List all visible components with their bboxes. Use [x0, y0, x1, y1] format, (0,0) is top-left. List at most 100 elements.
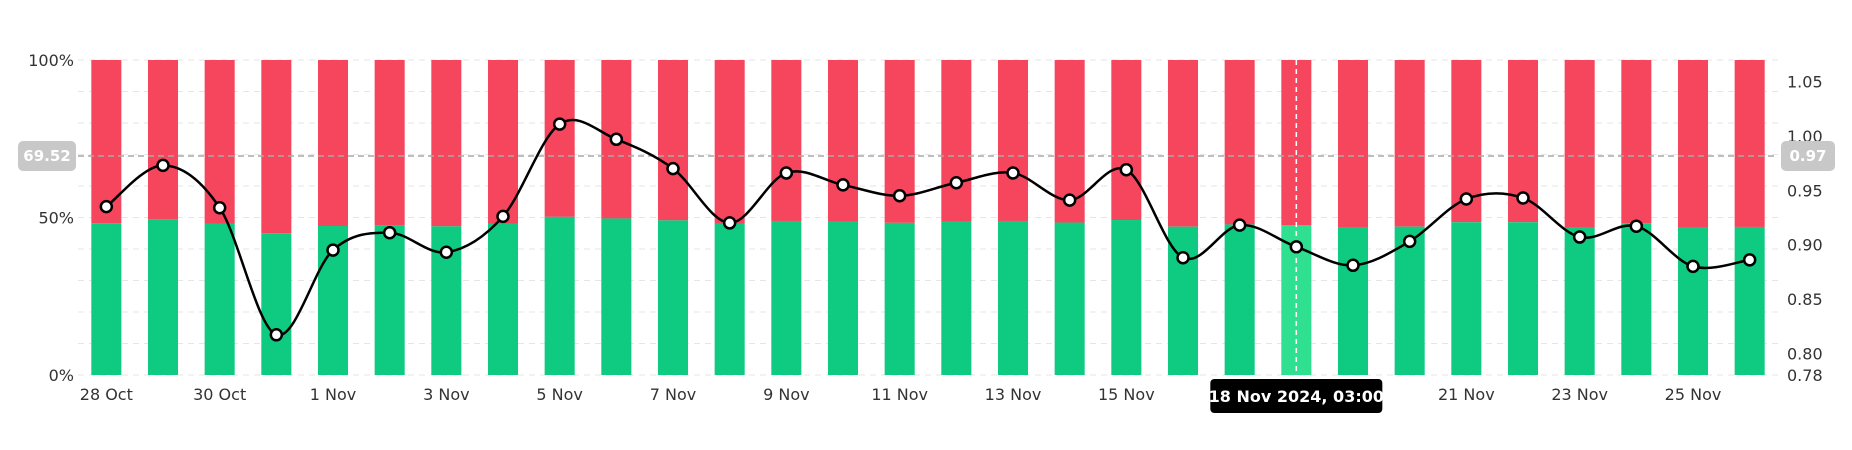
bar-green: [1224, 224, 1255, 375]
line-point: [609, 132, 624, 147]
line-point: [326, 243, 340, 257]
bar-green: [997, 220, 1029, 375]
bar-red: [1337, 60, 1369, 228]
line-point: [1346, 258, 1360, 273]
bar-green: [204, 223, 235, 375]
tooltip-layer: 18 Nov 2024, 03:00: [1209, 379, 1384, 413]
x-tick-label: 15 Nov: [1098, 385, 1155, 404]
bar-red: [1734, 60, 1765, 227]
bar-green: [941, 221, 972, 375]
bar-green: [1507, 222, 1539, 375]
bar-green: [147, 219, 179, 375]
x-tick-label: 11 Nov: [871, 385, 928, 404]
x-tick-label: 9 Nov: [763, 385, 810, 404]
bar-red: [317, 60, 349, 227]
bar-green: [487, 223, 519, 375]
line-point: [1516, 191, 1530, 205]
bar-red: [827, 60, 859, 222]
bar-red: [204, 60, 235, 224]
right-current-label: 0.97: [1789, 147, 1826, 165]
line-point: [1629, 219, 1644, 233]
bar-green: [827, 221, 859, 375]
x-tick-label: 5 Nov: [536, 385, 583, 404]
x-tick-label: 13 Nov: [985, 385, 1042, 404]
line-point: [1402, 234, 1417, 249]
bar-green: [1337, 227, 1369, 375]
line-point: [552, 117, 567, 131]
bar-red: [1564, 60, 1595, 228]
bar-red: [997, 60, 1029, 221]
bar-green: [1394, 226, 1425, 375]
right-tick-label: 1.05: [1787, 73, 1823, 92]
right-axis: 1.051.000.950.900.850.800.780.97: [1781, 73, 1835, 385]
line-point: [382, 225, 397, 240]
x-tick-label: 30 Oct: [193, 385, 246, 404]
bar-red: [771, 60, 802, 221]
x-tick-label: 23 Nov: [1551, 385, 1608, 404]
bar-green: [657, 220, 689, 375]
bar-green: [884, 222, 915, 375]
reference-lines: [78, 60, 1778, 375]
line-point: [212, 200, 227, 215]
line-point: [1686, 259, 1700, 274]
bar-red: [1621, 60, 1652, 224]
bar-red: [544, 60, 575, 217]
line-point: [269, 328, 284, 342]
bar-red: [374, 60, 405, 226]
bar-green: [1734, 226, 1765, 375]
line-point: [156, 158, 170, 173]
bar-green: [714, 223, 745, 375]
line-point: [666, 161, 680, 176]
bar-red: [714, 60, 745, 224]
bar-red: [1167, 60, 1199, 227]
tooltip-box: [1210, 379, 1383, 413]
bar-red: [1224, 60, 1255, 225]
left-current-label: 69.52: [23, 147, 70, 165]
line-point: [1232, 218, 1247, 232]
grid-layer: [78, 59, 1778, 376]
bar-green: [1564, 227, 1595, 375]
bar-green: [771, 220, 802, 375]
left-tick-label: 0%: [49, 366, 74, 385]
bar-green: [1111, 220, 1142, 375]
line-point: [1176, 250, 1190, 265]
line-point: [722, 216, 737, 230]
line-point: [1289, 240, 1304, 254]
x-tick-label: 3 Nov: [423, 385, 470, 404]
x-tick-label: 25 Nov: [1665, 385, 1722, 404]
x-tick-label: 1 Nov: [310, 385, 357, 404]
bar-red: [1111, 60, 1142, 221]
tooltip-label: 18 Nov 2024, 03:00: [1209, 387, 1384, 406]
x-axis: 28 Oct 30 Oct 1 Nov 3 Nov 5 Nov 7 Nov 9 Nov 11 …: [80, 385, 1722, 404]
x-tick-label: 7 Nov: [650, 385, 697, 404]
line-point: [1742, 253, 1757, 267]
bar-green: [91, 223, 122, 375]
bar-green: [1677, 227, 1709, 375]
left-tick-label: 100%: [28, 51, 74, 70]
line-point: [836, 178, 850, 192]
right-tick-label: 0.78: [1787, 366, 1823, 385]
line-point: [779, 166, 794, 180]
bar-green: [1451, 222, 1482, 375]
line-point: [439, 245, 454, 260]
line-point: [1119, 162, 1134, 177]
bar-red: [1394, 60, 1425, 227]
line-point: [1062, 193, 1077, 207]
ratio-line: [105, 118, 1750, 337]
line-point: [496, 209, 510, 224]
line-point: [892, 189, 907, 203]
bar-red: [91, 60, 122, 224]
bar-red: [941, 60, 972, 222]
bar-red: [657, 60, 689, 221]
line-point: [1572, 230, 1587, 244]
right-tick-label: 0.80: [1787, 344, 1823, 363]
bar-green: [601, 218, 632, 375]
left-axis: 100% 50% 0% 69.52: [18, 51, 76, 385]
left-tick-label: 50%: [38, 209, 74, 228]
bar-green: [1054, 222, 1085, 375]
bar-green: [1621, 223, 1652, 375]
bar-green: [374, 225, 405, 375]
left-current-badge: [18, 141, 76, 172]
